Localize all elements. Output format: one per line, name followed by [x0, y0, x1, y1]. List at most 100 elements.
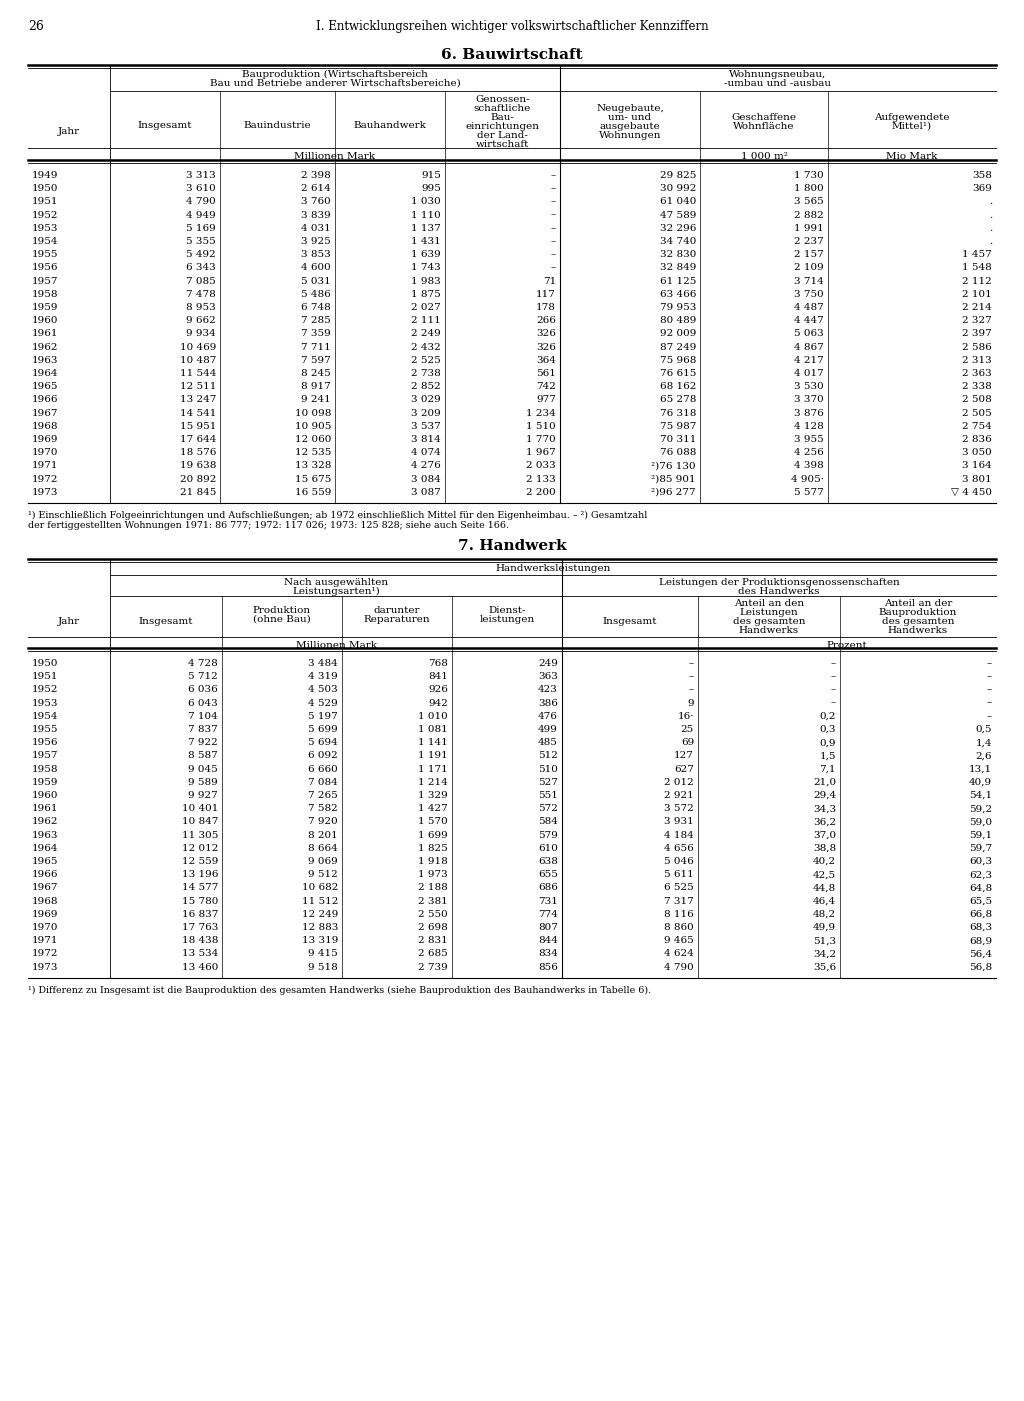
Text: 4 656: 4 656: [665, 843, 694, 853]
Text: 69: 69: [681, 738, 694, 747]
Text: 551: 551: [539, 792, 558, 800]
Text: 3 610: 3 610: [186, 184, 216, 193]
Text: Bauproduktion: Bauproduktion: [879, 608, 957, 616]
Text: 47 589: 47 589: [659, 210, 696, 220]
Text: 1 214: 1 214: [418, 778, 449, 787]
Text: 4 319: 4 319: [308, 672, 338, 681]
Text: 1964: 1964: [32, 843, 58, 853]
Text: 3 801: 3 801: [963, 475, 992, 483]
Text: 11 512: 11 512: [302, 897, 338, 905]
Text: 8 245: 8 245: [301, 368, 331, 378]
Text: 18 438: 18 438: [181, 936, 218, 946]
Text: 12 511: 12 511: [179, 382, 216, 391]
Text: Anteil an der: Anteil an der: [884, 600, 952, 608]
Text: 7 478: 7 478: [186, 290, 216, 298]
Text: 1 548: 1 548: [963, 263, 992, 272]
Text: 2 200: 2 200: [526, 488, 556, 497]
Text: 80 489: 80 489: [659, 317, 696, 325]
Text: Mio Mark: Mio Mark: [887, 151, 938, 161]
Text: 32 849: 32 849: [659, 263, 696, 272]
Text: 3 313: 3 313: [186, 171, 216, 179]
Text: 1950: 1950: [32, 658, 58, 668]
Text: 1959: 1959: [32, 778, 58, 787]
Text: 8 953: 8 953: [186, 303, 216, 312]
Text: 40,2: 40,2: [813, 857, 836, 866]
Text: Handwerks: Handwerks: [739, 626, 799, 635]
Text: –: –: [551, 198, 556, 206]
Text: 423: 423: [539, 685, 558, 695]
Text: 1949: 1949: [32, 171, 58, 179]
Text: 9 241: 9 241: [301, 395, 331, 405]
Text: 1 000 m²: 1 000 m²: [740, 151, 787, 161]
Text: Leistungsarten¹): Leistungsarten¹): [292, 587, 380, 595]
Text: 4 398: 4 398: [795, 461, 824, 471]
Text: 1952: 1952: [32, 685, 58, 695]
Text: 59,1: 59,1: [969, 831, 992, 839]
Text: 2 836: 2 836: [963, 434, 992, 444]
Text: 2 831: 2 831: [418, 936, 449, 946]
Text: Millionen Mark: Millionen Mark: [296, 642, 377, 650]
Text: 369: 369: [972, 184, 992, 193]
Text: 3 209: 3 209: [412, 409, 441, 417]
Text: 512: 512: [539, 751, 558, 761]
Text: 4 217: 4 217: [795, 356, 824, 364]
Text: 12 559: 12 559: [181, 857, 218, 866]
Text: 1 110: 1 110: [412, 210, 441, 220]
Text: 9 512: 9 512: [308, 870, 338, 880]
Text: –: –: [551, 210, 556, 220]
Text: 46,4: 46,4: [813, 897, 836, 905]
Text: 29,4: 29,4: [813, 792, 836, 800]
Text: 87 249: 87 249: [659, 343, 696, 352]
Text: 51,3: 51,3: [813, 936, 836, 946]
Text: –: –: [987, 685, 992, 695]
Text: Bau und Betriebe anderer Wirtschaftsbereiche): Bau und Betriebe anderer Wirtschaftsbere…: [210, 78, 461, 88]
Text: 977: 977: [537, 395, 556, 405]
Text: 56,4: 56,4: [969, 950, 992, 958]
Text: 3 925: 3 925: [301, 237, 331, 247]
Text: 2 882: 2 882: [795, 210, 824, 220]
Text: 4 487: 4 487: [795, 303, 824, 312]
Text: 17 763: 17 763: [181, 923, 218, 932]
Text: ¹) Einschließlich Folgeeinrichtungen und Aufschließungen; ab 1972 einschließlich: ¹) Einschließlich Folgeeinrichtungen und…: [28, 511, 647, 520]
Text: 942: 942: [428, 699, 449, 708]
Text: 7 359: 7 359: [301, 329, 331, 339]
Text: –: –: [551, 171, 556, 179]
Text: ausgebaute: ausgebaute: [600, 122, 660, 132]
Text: 14 577: 14 577: [181, 884, 218, 892]
Text: ²)85 901: ²)85 901: [651, 475, 696, 483]
Text: 7 265: 7 265: [308, 792, 338, 800]
Text: 7 837: 7 837: [188, 724, 218, 734]
Text: 1958: 1958: [32, 765, 58, 773]
Text: 7 085: 7 085: [186, 276, 216, 286]
Text: Insgesamt: Insgesamt: [138, 616, 194, 626]
Text: Prozent: Prozent: [826, 642, 867, 650]
Text: 3 164: 3 164: [963, 461, 992, 471]
Text: 12 535: 12 535: [295, 448, 331, 457]
Text: 75 968: 75 968: [659, 356, 696, 364]
Text: 5 611: 5 611: [665, 870, 694, 880]
Text: 4 624: 4 624: [665, 950, 694, 958]
Text: 8 201: 8 201: [308, 831, 338, 839]
Text: 4 184: 4 184: [665, 831, 694, 839]
Text: 4 256: 4 256: [795, 448, 824, 457]
Text: 1 743: 1 743: [412, 263, 441, 272]
Text: 2 685: 2 685: [418, 950, 449, 958]
Text: 1959: 1959: [32, 303, 58, 312]
Text: Millionen Mark: Millionen Mark: [295, 151, 376, 161]
Text: .: .: [989, 237, 992, 247]
Text: 10 469: 10 469: [179, 343, 216, 352]
Text: 1952: 1952: [32, 210, 58, 220]
Text: 7 922: 7 922: [188, 738, 218, 747]
Text: 70 311: 70 311: [659, 434, 696, 444]
Text: 1966: 1966: [32, 395, 58, 405]
Text: 638: 638: [539, 857, 558, 866]
Text: 65,5: 65,5: [969, 897, 992, 905]
Text: 561: 561: [537, 368, 556, 378]
Text: 1971: 1971: [32, 936, 58, 946]
Text: 1957: 1957: [32, 276, 58, 286]
Text: 2 739: 2 739: [418, 962, 449, 972]
Text: 774: 774: [539, 909, 558, 919]
Text: 4 031: 4 031: [301, 224, 331, 233]
Text: 37,0: 37,0: [813, 831, 836, 839]
Text: 249: 249: [539, 658, 558, 668]
